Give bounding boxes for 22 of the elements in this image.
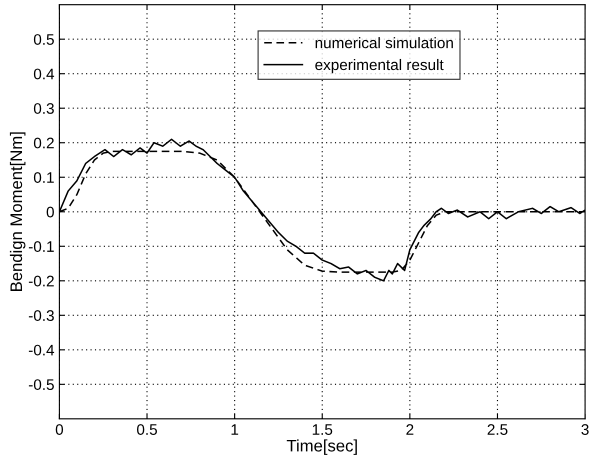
x-tick-label: 2.5 [488, 424, 508, 435]
y-tick-label: 0.3 [34, 103, 54, 114]
y-tick-label: -0.1 [28, 241, 54, 252]
x-axis-title: Time[sec] [286, 439, 357, 455]
x-tick-label: 2 [406, 424, 414, 435]
x-tick-label: 0 [56, 424, 64, 435]
y-tick-label: -0.5 [28, 379, 54, 390]
x-tick-label: 1 [232, 424, 238, 435]
y-tick-label: 0.1 [34, 172, 54, 183]
x-tick-label: 1.5 [312, 424, 332, 435]
x-tick-label: 3 [581, 424, 589, 435]
legend-label: numerical simulation [316, 37, 453, 48]
y-tick-label: 0.4 [34, 68, 54, 80]
y-tick-label: 0.2 [34, 138, 54, 148]
y-axis-title: Bendign Moment[Nm] [10, 132, 26, 291]
y-tick-label: 0.5 [34, 34, 54, 45]
y-tick-label: -0.3 [28, 310, 54, 321]
y-tick-label: -0.2 [28, 276, 54, 286]
y-tick-label: 0 [46, 206, 54, 218]
legend-label: experimental result [315, 58, 444, 74]
y-tick-label: -0.4 [28, 344, 54, 356]
x-tick-label: 0.5 [136, 424, 157, 435]
